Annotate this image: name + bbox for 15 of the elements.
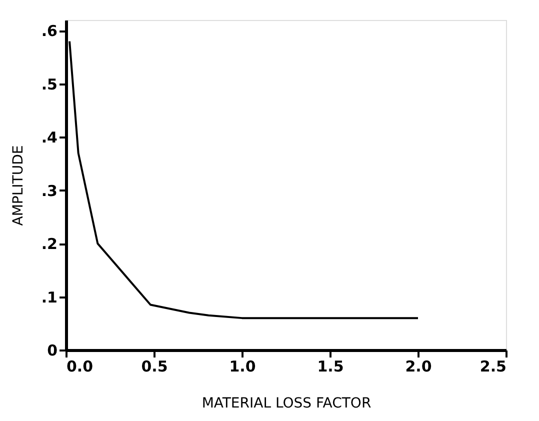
x-tick-label: 0.0	[66, 358, 94, 376]
x-tick-label: 1.5	[317, 358, 344, 376]
x-tick-label: 2.5	[480, 358, 506, 376]
x-tick-label: 1.0	[229, 358, 256, 376]
x-tick-label: 0.5	[141, 358, 168, 376]
y-axis-title: AMPLITUDE	[10, 145, 26, 226]
y-tick-label: .4	[41, 128, 58, 147]
y-tick-label: 0	[47, 342, 58, 360]
y-tick-label: .1	[41, 288, 58, 306]
y-tick-label: .5	[41, 75, 58, 94]
y-tick-label: .2	[41, 235, 58, 254]
x-tick-label: 2.0	[405, 358, 432, 376]
x-axis-title: MATERIAL LOSS FACTOR	[202, 396, 372, 412]
y-tick-label: .3	[41, 182, 58, 200]
y-tick-label: .6	[41, 22, 58, 40]
